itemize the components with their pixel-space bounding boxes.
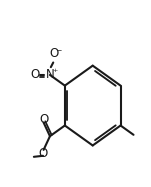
Text: O: O [38, 147, 47, 160]
Text: O: O [30, 68, 40, 82]
Text: O: O [49, 47, 58, 60]
Text: $\mathregular{^-}$: $\mathregular{^-}$ [55, 47, 63, 56]
Text: $\mathregular{^+}$: $\mathregular{^+}$ [51, 68, 59, 77]
Text: N: N [46, 68, 54, 82]
Text: O: O [39, 113, 48, 126]
